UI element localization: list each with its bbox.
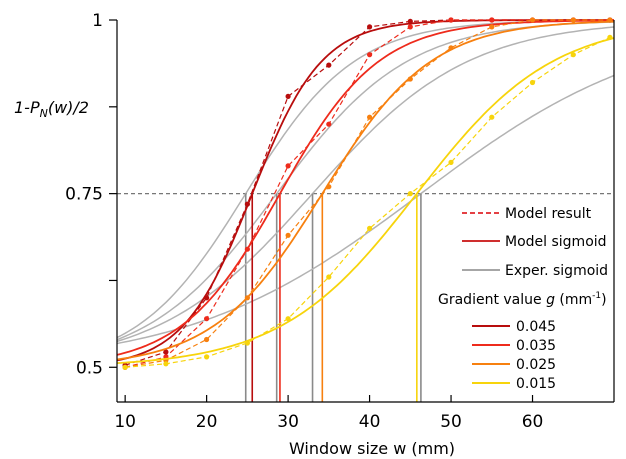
model-result-line-0.015 (125, 36, 611, 368)
legend-label-gradient: 0.035 (516, 338, 556, 354)
model-result-point-0.025 (367, 114, 373, 120)
model-result-point-0.025 (607, 17, 613, 23)
legend-group-title-close: ) (601, 292, 606, 308)
y-tick-label: 0.5 (76, 358, 103, 378)
model-result-point-0.015 (489, 114, 495, 120)
model-result-point-0.025 (529, 17, 536, 23)
model-result-point-0.025 (489, 24, 495, 30)
model-result-point-0.025 (244, 295, 250, 301)
model-result-line-0.045 (124, 19, 610, 366)
model-result-point-0.015 (244, 340, 250, 346)
legend-group-title-lead: Gradient value (438, 292, 546, 308)
model-result-point-0.025 (204, 336, 210, 343)
model-result-point-0.035 (204, 316, 210, 322)
model-result-point-0.035 (326, 121, 332, 127)
model-result-point-0.015 (529, 79, 536, 86)
model-result-point-0.025 (570, 17, 576, 23)
legend-label: Model sigmoid (505, 234, 607, 250)
model-result-point-0.025 (285, 232, 291, 238)
model-result-point-0.045 (285, 93, 291, 99)
exper-sigmoid-0.025 (116, 26, 615, 343)
model-result-point-0.035 (407, 24, 413, 30)
model-result-point-0.035 (244, 246, 250, 252)
model-result-point-0.015 (163, 361, 169, 367)
axes-layer: 10 20 30 40 50 60 0.5 0.75 1 (65, 11, 615, 432)
model-sigmoid-0.025 (116, 20, 615, 361)
model-result-point-0.035 (367, 52, 373, 58)
model-result-point-0.015 (122, 364, 128, 370)
model-result-point-0.035 (285, 163, 291, 169)
legend-label-gradient: 0.045 (516, 319, 556, 335)
model-result-point-0.015 (285, 316, 291, 322)
y-tick-label: 0.75 (65, 185, 103, 205)
exper-sigmoid-0.015 (116, 74, 615, 345)
legend-label: Exper. sigmoid (505, 263, 608, 279)
y-axis-title: 1-PN(w)/2 (14, 98, 89, 120)
model-result-point-0.045 (407, 18, 413, 24)
y-tick-label: 1 (92, 11, 103, 31)
x-tick-label: 10 (114, 412, 136, 432)
x-tick-label: 20 (196, 412, 218, 432)
legend-group-title-exponent: -1 (592, 291, 601, 301)
model-result-point-0.015 (326, 274, 332, 280)
model-result-point-0.035 (448, 17, 454, 23)
legend-group-title: Gradient value g (mm-1) (438, 291, 607, 308)
model-result-point-0.015 (407, 191, 413, 197)
model-result-point-0.025 (326, 184, 332, 190)
model-result-point-0.015 (204, 354, 210, 360)
y-axis-title-rest: (w)/2 (48, 98, 89, 117)
legend-label-gradient: 0.025 (516, 357, 556, 373)
y-axis-title-subscript: N (40, 107, 48, 120)
model-result-point-0.045 (326, 62, 332, 68)
legend-label: Model result (505, 206, 592, 222)
legend-group-title-symbol: g (546, 292, 555, 308)
model-result-point-0.045 (244, 201, 250, 207)
model-result-point-0.015 (570, 52, 576, 58)
model-result-point-0.045 (204, 295, 210, 301)
model-sigmoid-0.015 (116, 37, 615, 364)
model-result-point-0.025 (407, 76, 413, 82)
model-result-point-0.015 (448, 159, 454, 165)
model-result-point-0.045 (367, 24, 373, 30)
model-result-point-0.025 (448, 45, 454, 51)
legend: Model result Model sigmoid Exper. sigmoid G… (438, 206, 608, 392)
x-tick-label: 30 (277, 412, 299, 432)
series-layer (116, 17, 615, 402)
model-result-point-0.035 (489, 17, 495, 23)
legend-group-title-unit: (mm (555, 292, 592, 308)
x-axis-title: Window size w (mm) (289, 439, 455, 458)
model-result-point-0.015 (367, 225, 373, 231)
legend-label-gradient: 0.015 (516, 376, 556, 392)
x-tick-label: 40 (359, 412, 381, 432)
x-tick-label: 60 (522, 412, 544, 432)
model-result-point-0.015 (607, 34, 613, 41)
model-result-point-0.045 (163, 349, 169, 355)
exper-sigmoid-0.045 (116, 19, 614, 339)
x-tick-label: 50 (440, 412, 462, 432)
